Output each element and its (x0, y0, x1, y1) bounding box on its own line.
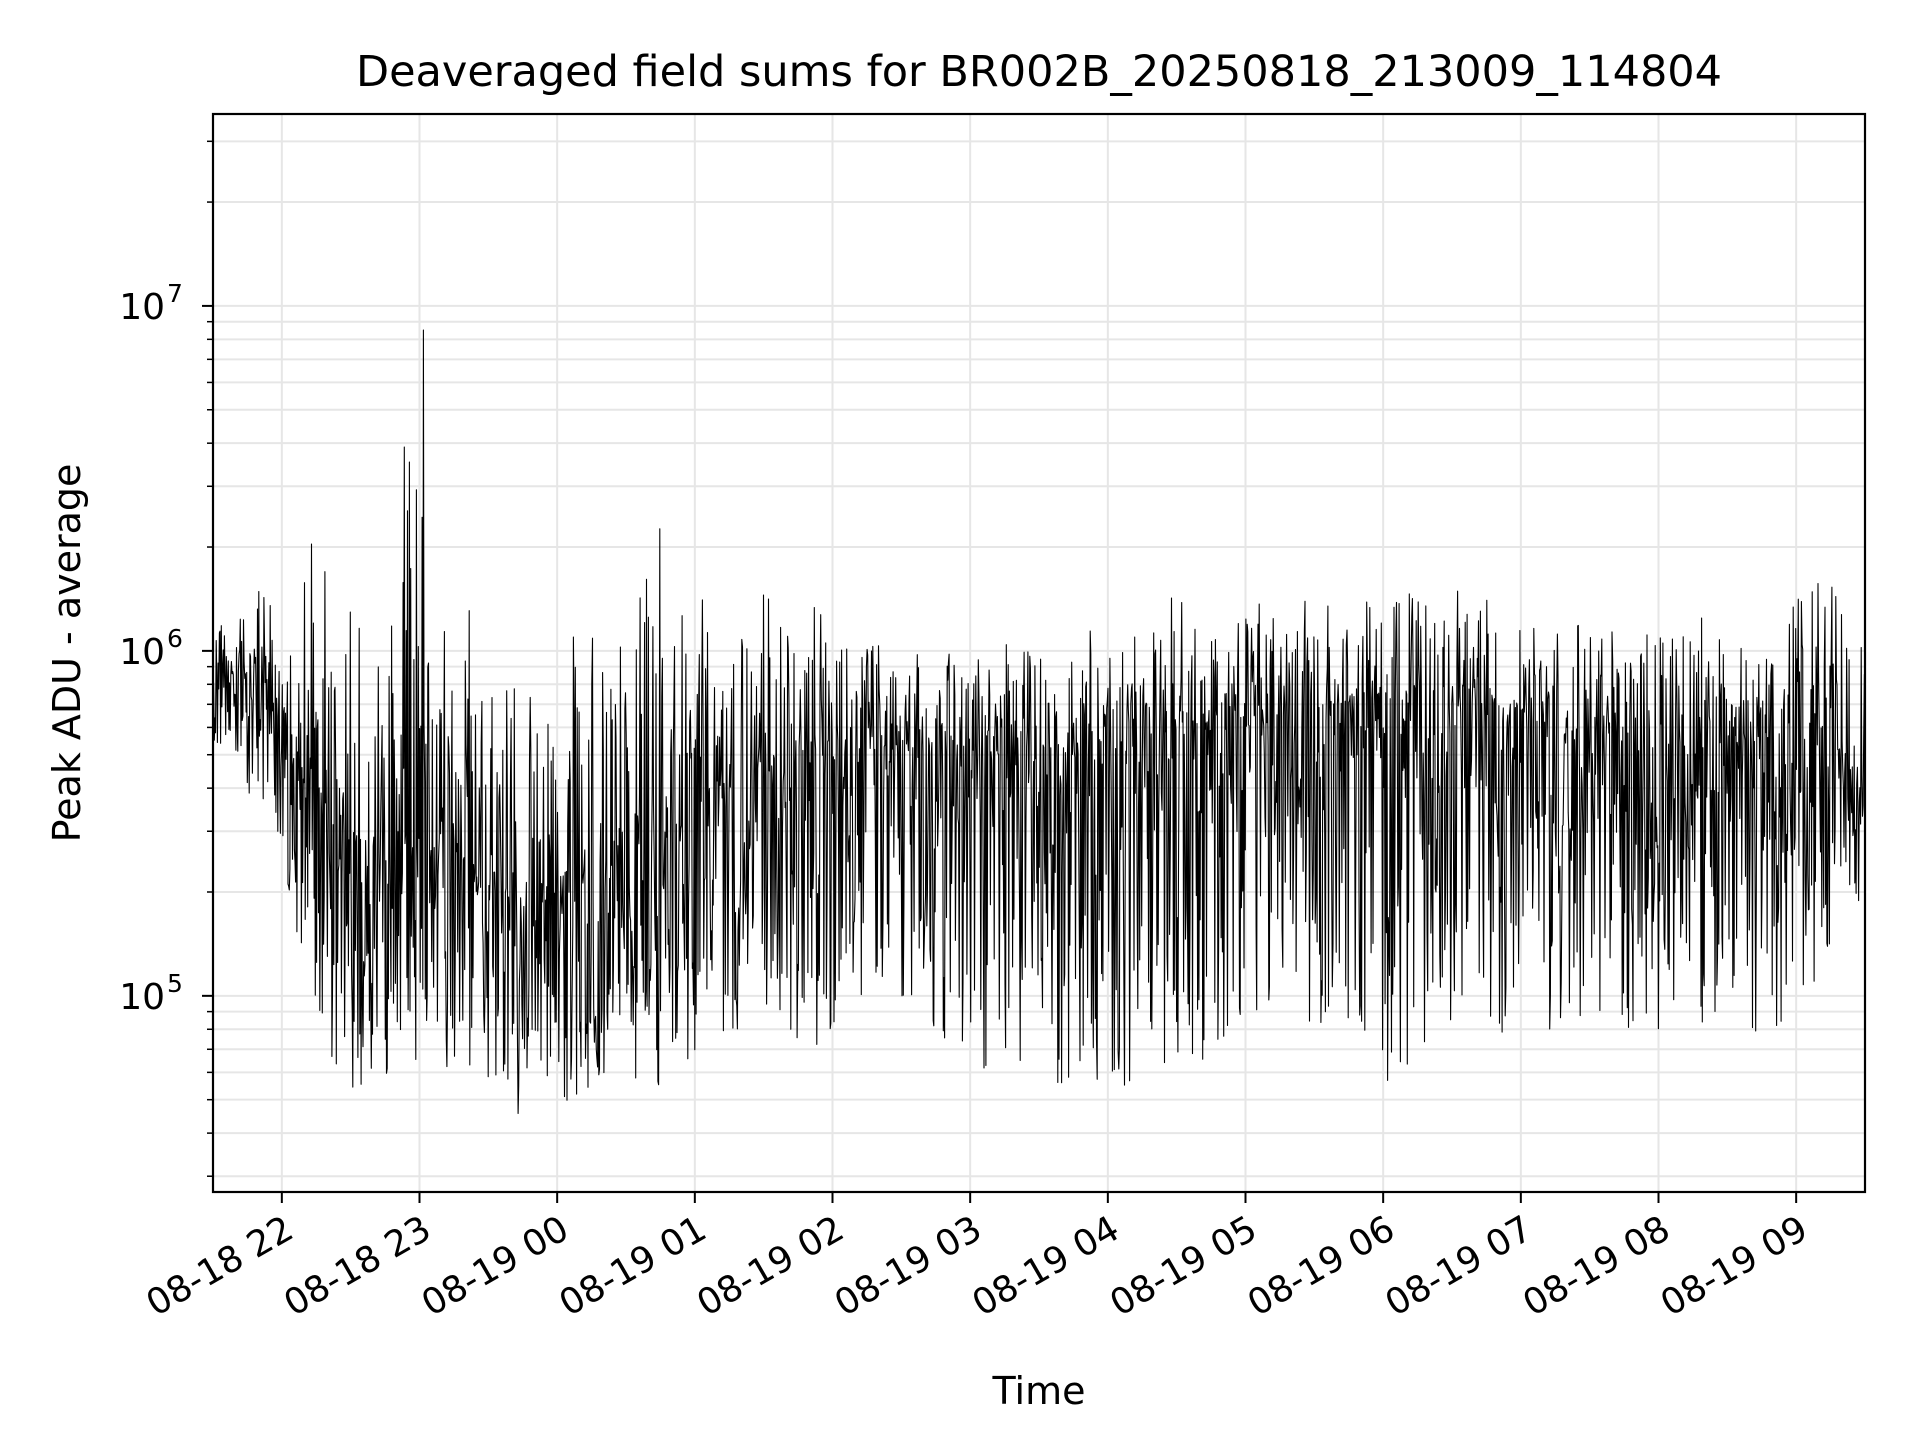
y-tick-exponent: 6 (167, 624, 183, 653)
y-axis-label: Peak ADU - average (45, 464, 89, 843)
y-tick-label: 10 (119, 977, 165, 1018)
plot-frame (211, 112, 1867, 1194)
y-tick-exponent: 5 (167, 969, 183, 998)
chart-title: Deaveraged field sums for BR002B_2025081… (356, 47, 1722, 97)
y-tick-exponent: 7 (167, 279, 183, 308)
series-line (213, 329, 1865, 1115)
y-tick-label: 10 (119, 632, 165, 673)
line-layer (213, 329, 1865, 1115)
y-tick-label: 10 (119, 287, 165, 328)
x-axis-label: Time (992, 1369, 1086, 1413)
